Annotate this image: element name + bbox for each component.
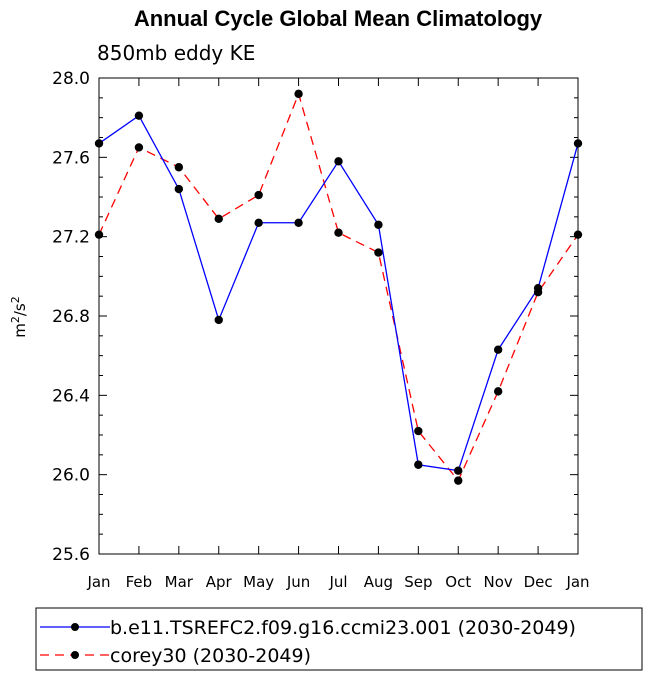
y-axis-label: m2/s2 [9,296,29,338]
series-2-point [414,426,423,436]
y-tick-label: 28.0 [52,69,90,89]
y-tick-label: 26.8 [52,307,90,327]
series-2-point [94,230,104,239]
x-tick-label: Feb [126,573,153,591]
x-tick-label: Jul [328,573,347,591]
series-2-point [573,230,583,239]
x-tick-label: May [243,573,274,591]
y-tick-label: 25.6 [52,545,90,565]
x-tick-label: Mar [165,573,194,591]
series-2-point [334,228,343,237]
series-1-point [254,218,263,227]
y-tick-label: 26.4 [52,386,90,406]
legend-label-series-2: corey30 (2030-2049) [110,645,311,667]
legend-box [35,607,643,671]
series-1-point [174,184,184,194]
x-tick-label: Jun [286,573,310,591]
series-2-point [254,190,263,200]
series-1-point [334,157,343,166]
series-line-1 [98,114,579,472]
chart-title: Annual Cycle Global Mean Climatology [134,6,543,31]
x-tick-label: Oct [445,573,471,591]
x-tick-label: Jan [565,573,589,591]
plot-frame [98,77,579,555]
series-1-point [214,315,223,325]
series-2-point [174,163,184,172]
series-1-point [294,218,303,227]
legend-marker-series-1 [71,623,79,631]
x-tick-label: Apr [206,573,233,591]
series-1-point [414,460,423,469]
x-tick-label: Sep [404,573,432,591]
series-line-2 [98,91,579,482]
series-2-point [454,476,463,485]
y-tick-label: 27.2 [52,228,90,248]
series-2-point [374,248,383,257]
series-1-point [493,345,503,354]
series-1-point [374,220,383,229]
chart-subtitle: 850mb eddy KE [97,41,255,65]
series-1-point [454,466,463,475]
series-layer [94,89,583,485]
series-2-point [134,143,144,152]
y-tick-label: 26.0 [52,466,90,486]
x-tick-label: Dec [524,573,553,591]
series-2-point [493,387,503,396]
series-1-point [94,139,104,148]
series-1-point [533,284,543,293]
x-tick-label: Aug [364,573,393,591]
plot-axes: 25.6 26.0 26.4 26.8 27.2 27.6 28.0 Jan Feb Mar Apr… [52,69,589,591]
y-tick-label: 27.6 [52,148,90,168]
series-2-point [214,214,223,224]
legend: b.e11.TSREFC2.f09.g16.ccmi23.001 (2030-2… [35,607,643,671]
legend-marker-series-2 [71,651,79,659]
x-tick-label: Nov [484,573,513,591]
x-tick-label: Jan [86,573,110,591]
series-1-point [573,139,583,148]
series-2-point [294,89,303,99]
legend-label-series-1: b.e11.TSREFC2.f09.g16.ccmi23.001 (2030-2… [110,617,576,639]
series-1-point [134,111,144,120]
